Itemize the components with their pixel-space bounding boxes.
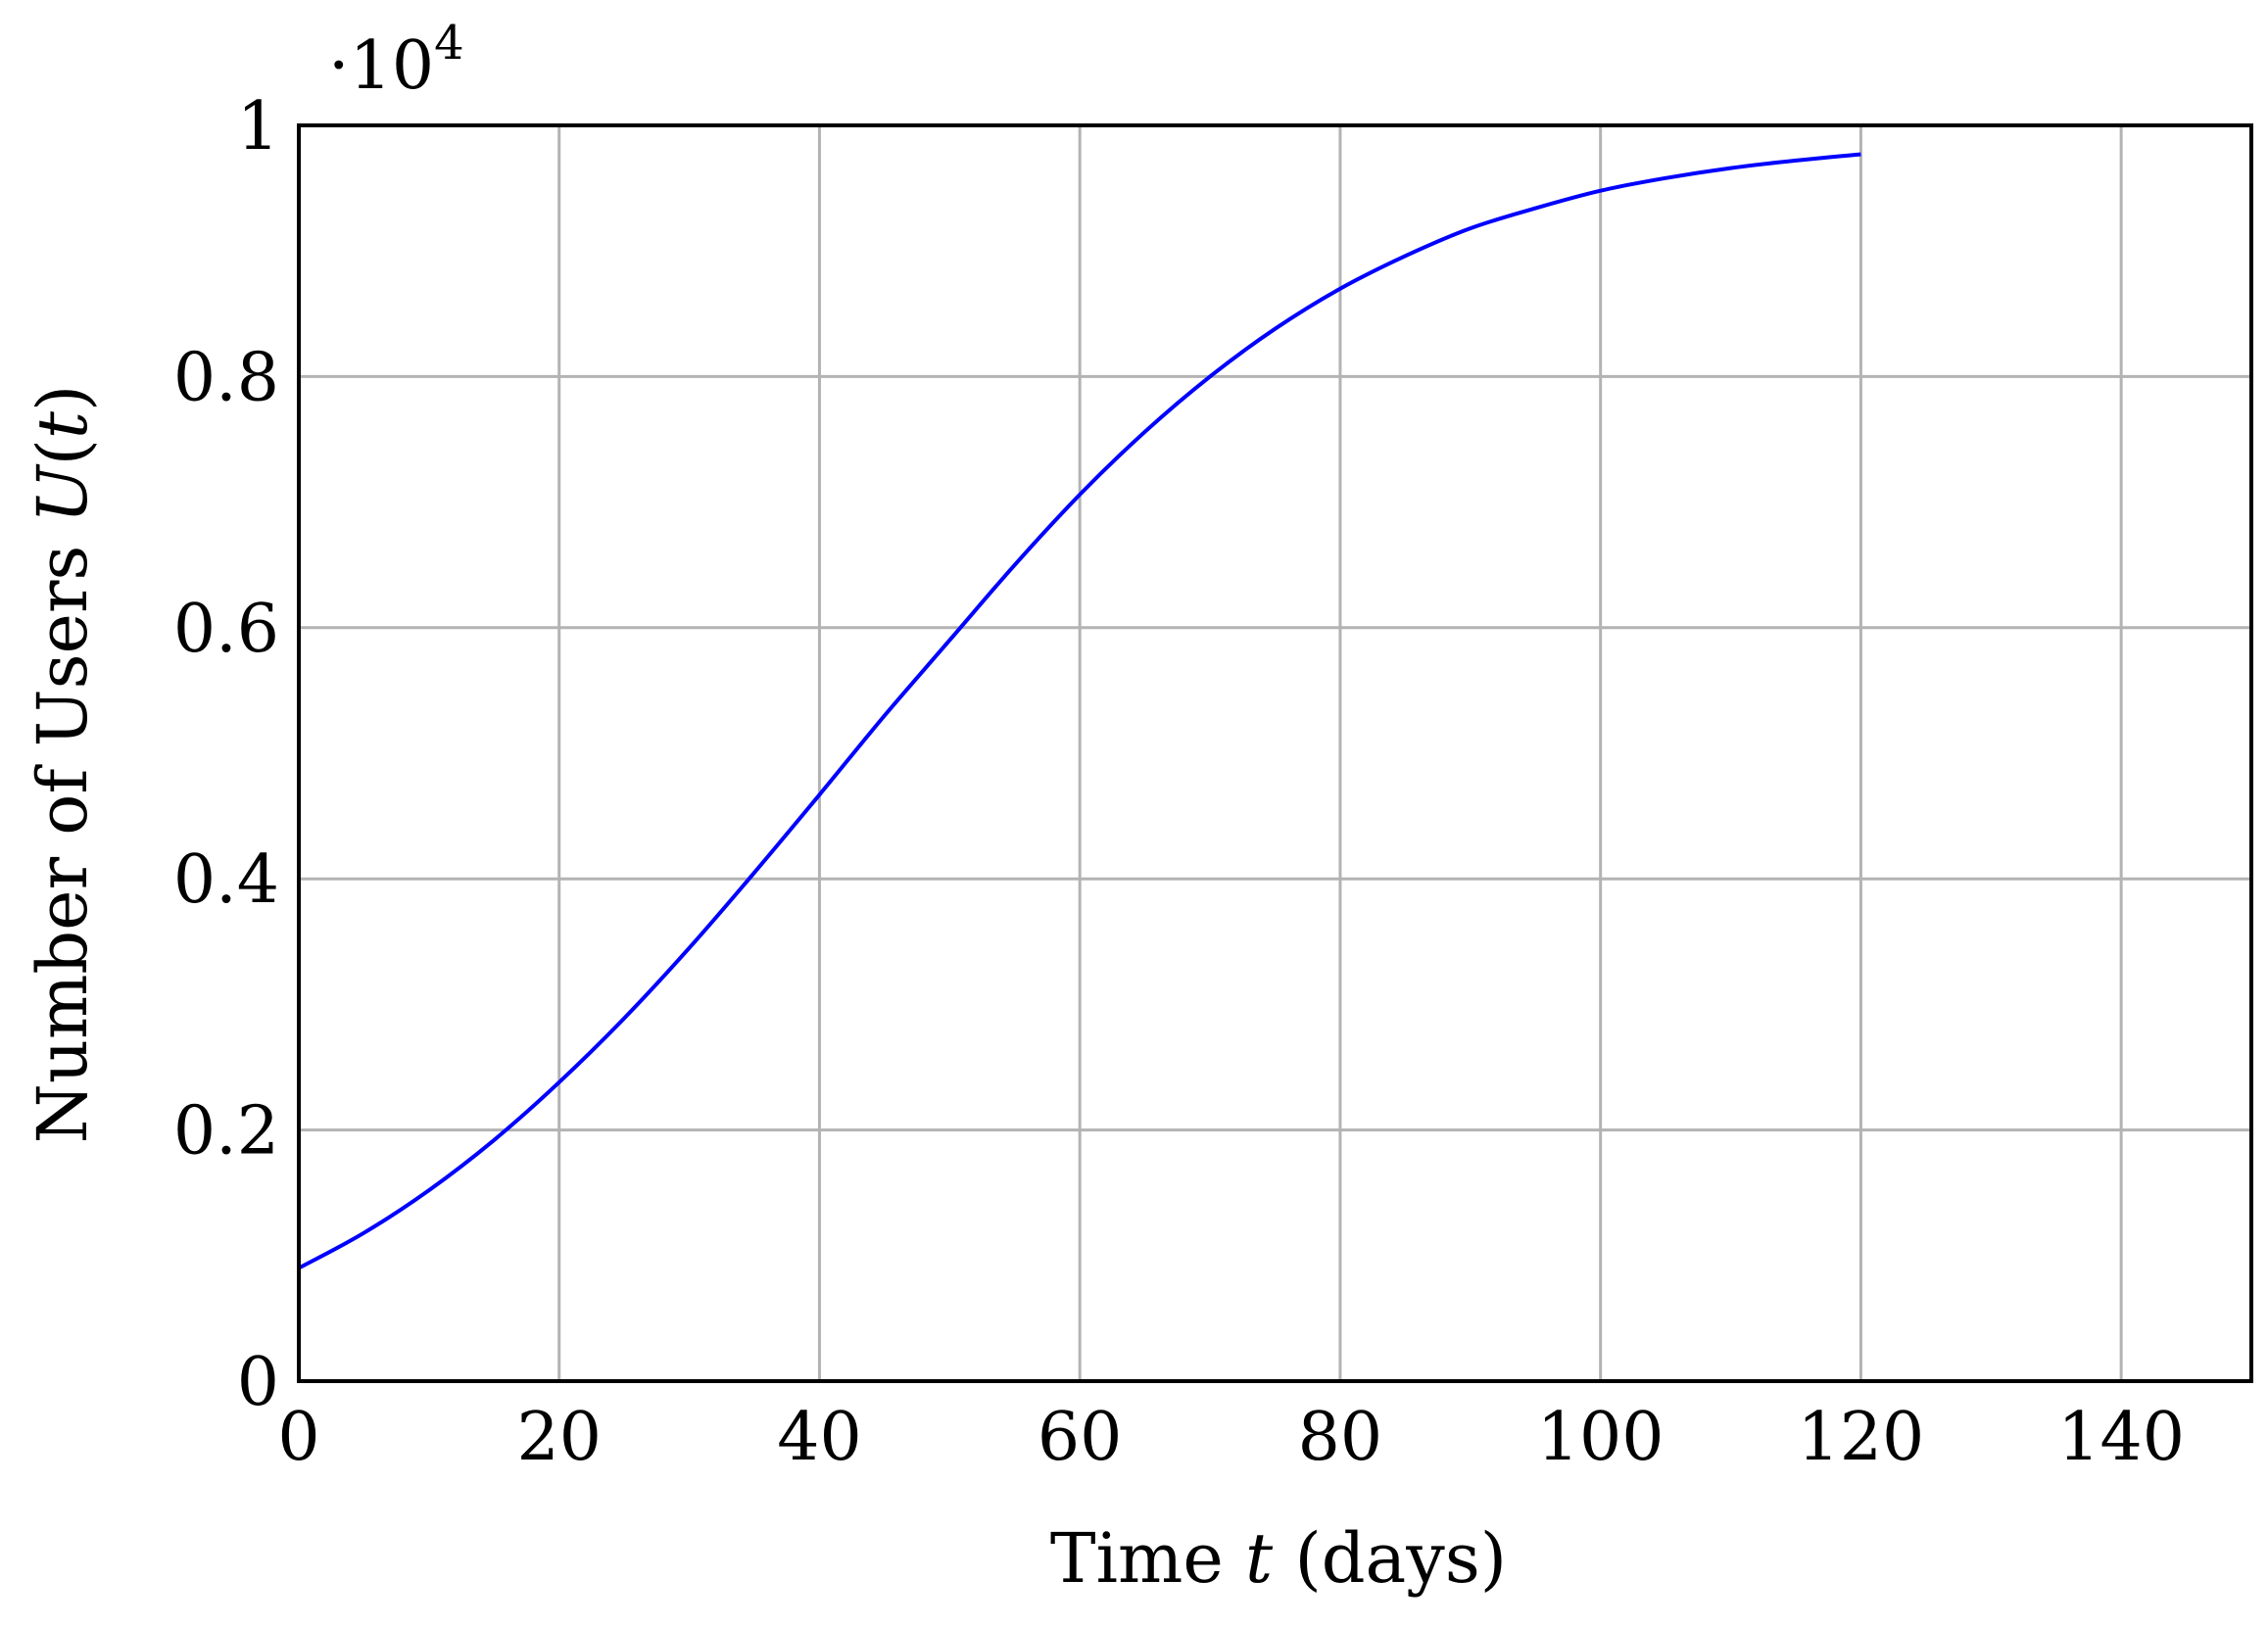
x-axis-label-unit: (days) [1273, 1518, 1507, 1599]
x-tick-label: 40 [777, 1399, 862, 1476]
y-axis-label-arg: t [23, 410, 103, 439]
x-axis-label-var: t [1245, 1518, 1274, 1599]
y-scale-exponent: 4 [434, 16, 464, 71]
y-scale-multiplier: ·104 [328, 16, 464, 105]
grid-lines [299, 125, 2251, 1381]
x-tick-label: 20 [516, 1399, 602, 1476]
x-axis-label: Time t (days) [1050, 1518, 1507, 1599]
y-tick-label: 1 [237, 88, 279, 166]
y-tick-label: 0.8 [173, 339, 279, 416]
y-axis-label-var: U [23, 463, 103, 523]
x-tick-label: 140 [2057, 1399, 2185, 1476]
x-axis-label-text: Time [1050, 1518, 1245, 1599]
y-scale-prefix: ·10 [328, 27, 434, 105]
y-axis-label: Number of Users U(t) [23, 385, 103, 1144]
y-axis-label-open: ( [23, 439, 103, 465]
y-tick-label: 0.4 [173, 841, 279, 919]
x-tick-label: 0 [277, 1399, 319, 1476]
y-tick-label: 0.6 [173, 591, 279, 668]
plot-area-frame [297, 123, 2253, 1383]
x-tick-label: 80 [1298, 1399, 1383, 1476]
user-growth-line [298, 152, 1861, 1270]
x-tick-label: 100 [1537, 1399, 1665, 1476]
y-axis-label-text: Number of Users [23, 523, 103, 1143]
x-tick-label: 60 [1037, 1399, 1123, 1476]
y-axis-label-close: ) [23, 385, 103, 411]
y-axis-ticks: 0 0.2 0.4 0.6 0.8 1 [173, 88, 279, 1421]
y-tick-label: 0.2 [173, 1093, 279, 1171]
x-axis-ticks: 0 20 40 60 80 100 120 140 [277, 1399, 2185, 1476]
y-tick-label: 0 [237, 1344, 279, 1421]
x-tick-label: 120 [1798, 1399, 1925, 1476]
